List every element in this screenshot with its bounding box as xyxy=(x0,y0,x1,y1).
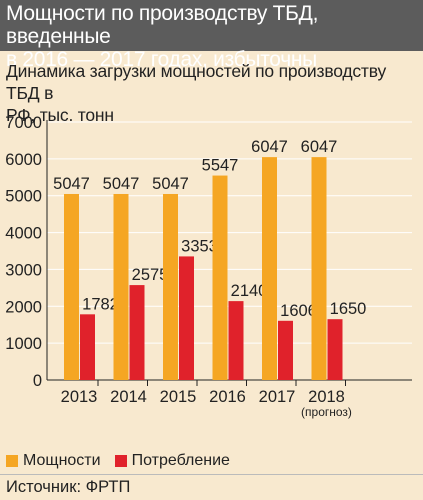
data-label-consumption: 3353 xyxy=(181,237,218,255)
subtitle-line-1: Динамика загрузки мощностей по производс… xyxy=(6,61,387,103)
bar-capacity xyxy=(64,193,79,380)
y-tick-label: 1000 xyxy=(5,335,42,353)
bar-consumption xyxy=(129,285,145,380)
x-tick-label: 2018 xyxy=(308,388,345,406)
bar-consumption xyxy=(228,301,244,380)
data-label-consumption: 2140 xyxy=(231,282,268,300)
bar-consumption xyxy=(278,320,293,380)
y-tick-label: 4000 xyxy=(5,225,42,243)
source-text: Источник: ФРТП xyxy=(6,478,131,496)
bar-consumption xyxy=(327,319,343,380)
bar-capacity xyxy=(113,193,129,380)
bar-consumption xyxy=(179,256,194,380)
y-tick-label: 0 xyxy=(33,372,42,390)
y-tick-label: 5000 xyxy=(5,188,42,206)
data-label-consumption: 2575 xyxy=(132,266,169,284)
bar-consumption xyxy=(80,314,95,380)
title-line-2: в 2016 — 2017 годах, избыточны xyxy=(6,48,317,71)
legend-swatch-capacity xyxy=(6,455,18,467)
data-label-capacity: 5547 xyxy=(202,157,239,175)
legend: Мощности Потребление xyxy=(6,451,244,471)
chart-subtitle: Динамика загрузки мощностей по производс… xyxy=(6,60,416,126)
data-label-capacity: 5047 xyxy=(152,175,189,193)
x-tick-label: 2016 xyxy=(209,388,246,406)
legend-swatch-consumption xyxy=(114,455,127,467)
bar-capacity xyxy=(311,157,327,380)
data-label-consumption: 1782 xyxy=(82,295,119,313)
bar-capacity xyxy=(163,193,178,380)
y-tick-label: 3000 xyxy=(5,261,42,279)
data-label-consumption: 1650 xyxy=(330,300,367,318)
x-tick-label: 2015 xyxy=(160,388,197,406)
data-label-capacity: 6047 xyxy=(251,138,288,156)
data-label-capacity: 6047 xyxy=(301,138,338,156)
y-tick-label: 7000 xyxy=(5,114,42,132)
source-footer: Источник: ФРТП xyxy=(0,474,423,500)
legend-item-capacity: Мощности xyxy=(6,452,101,470)
data-label-capacity: 5047 xyxy=(103,175,140,193)
x-tick-label: 2013 xyxy=(61,388,98,406)
chart-header: Мощности по производству ТБД, введенные … xyxy=(0,0,423,71)
data-label-consumption: 1606 xyxy=(280,302,317,320)
bar-capacity xyxy=(212,175,228,380)
y-tick-label: 2000 xyxy=(5,298,42,316)
bar-chart: 0 1000 2000 3000 4000 5000 6000 7000 5047 1782 201… xyxy=(5,114,412,419)
x-tick-label: 2017 xyxy=(259,388,296,406)
bar-capacity xyxy=(262,157,277,380)
legend-label-consumption: Потребление xyxy=(131,452,230,469)
subtitle-line-2: РФ, тыс. тонн xyxy=(6,105,114,125)
legend-label-capacity: Мощности xyxy=(23,452,101,469)
x-tick-note: (прогноз) xyxy=(301,405,352,419)
data-label-capacity: 5047 xyxy=(53,175,90,193)
x-tick-label: 2014 xyxy=(110,388,147,406)
y-tick-label: 6000 xyxy=(5,151,42,169)
title-line-1: Мощности по производству ТБД, введенные xyxy=(6,2,319,48)
legend-item-consumption: Потребление xyxy=(114,452,230,470)
